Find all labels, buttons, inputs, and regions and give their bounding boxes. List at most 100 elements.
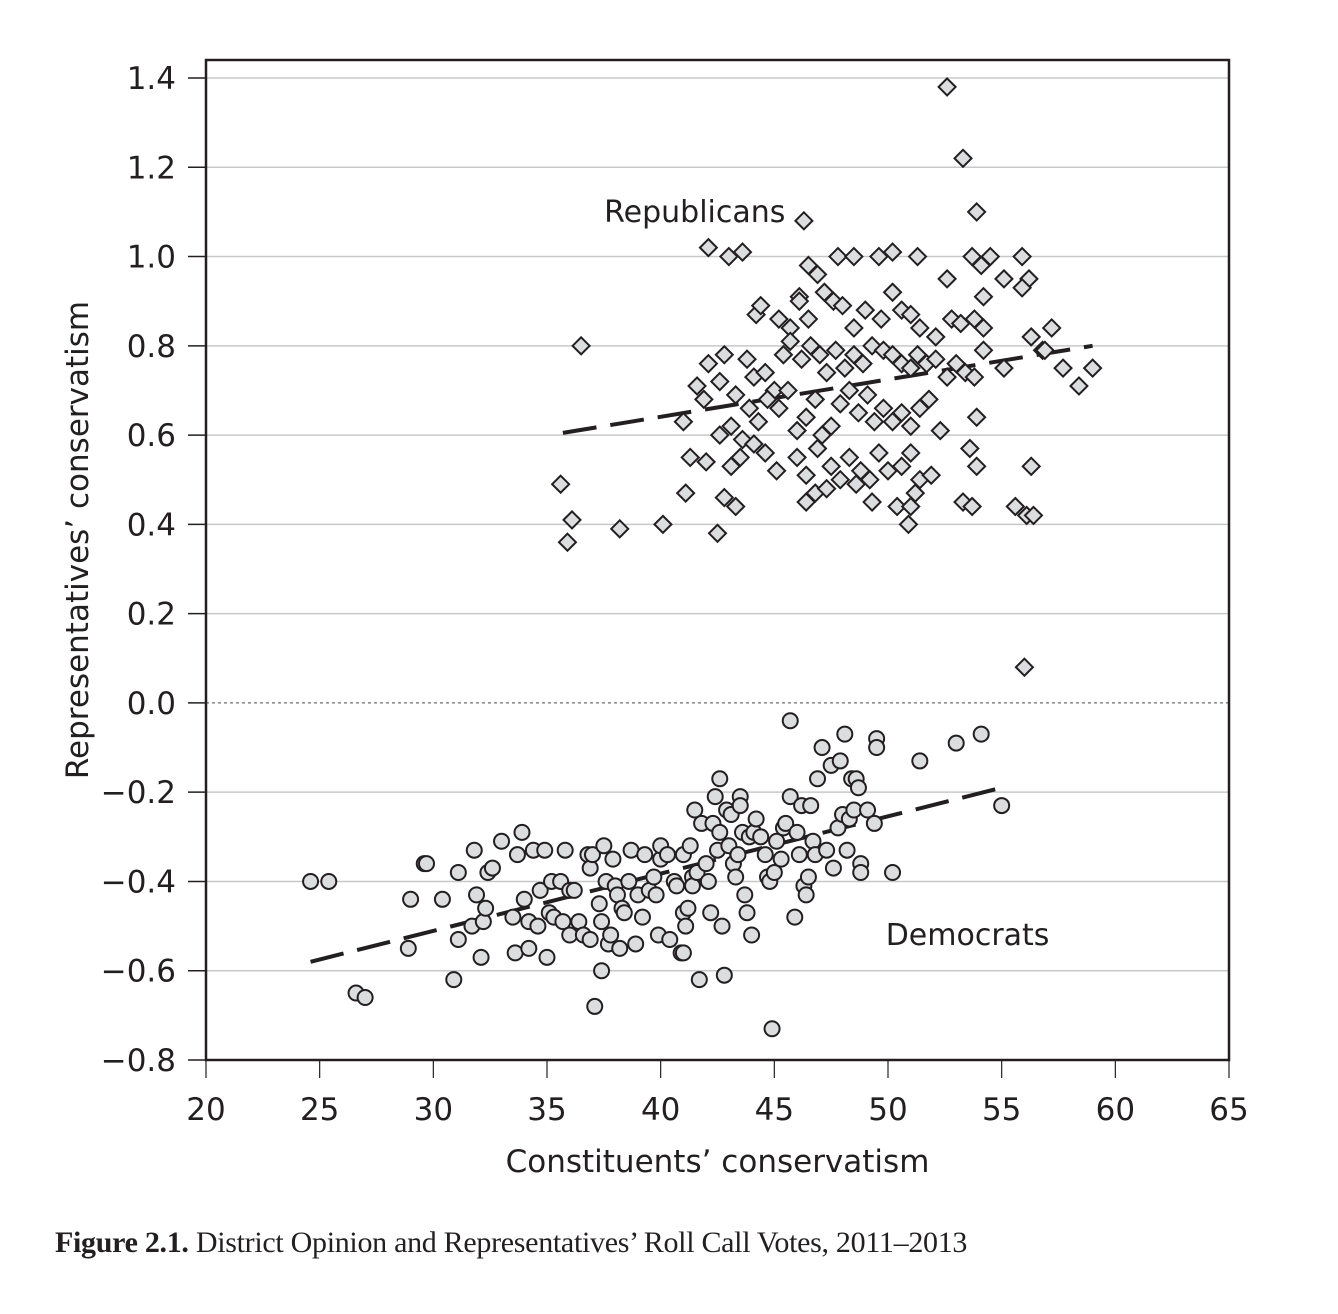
democrats-point	[765, 864, 783, 882]
republicans-point	[698, 353, 719, 374]
republicans-point	[562, 509, 582, 530]
republicans-point	[768, 398, 789, 419]
republicans-point	[830, 393, 851, 414]
democrats-point	[690, 971, 708, 989]
democrats-point	[465, 841, 483, 859]
democrats-point	[697, 855, 715, 873]
democrats-point	[556, 841, 574, 859]
figure-number: Figure 2.1.	[55, 1226, 189, 1259]
y-tick-label: −0.2	[101, 775, 176, 811]
democrats-point	[865, 814, 883, 832]
republicans-point	[807, 264, 828, 285]
republicans-point	[857, 385, 878, 405]
republicans-point	[891, 456, 912, 477]
republicans-point	[698, 237, 719, 258]
republicans-point	[953, 148, 973, 169]
democrats-point	[302, 872, 320, 890]
republicans-point	[773, 344, 794, 365]
republicans-point	[793, 210, 814, 231]
republicans-point	[1021, 326, 1042, 347]
republicans-point	[1034, 340, 1055, 361]
republicans-point	[714, 487, 735, 508]
republicans-point	[843, 246, 864, 267]
republicans-point	[1012, 277, 1033, 298]
republicans-point	[882, 282, 903, 303]
democrats-point	[677, 917, 695, 935]
democrats-point	[565, 881, 583, 899]
figure-caption: Figure 2.1. District Opinion and Represe…	[55, 1226, 967, 1260]
democrats-point	[536, 841, 554, 859]
republicans-point	[898, 514, 919, 535]
republicans-point	[787, 447, 807, 468]
democrats-point	[859, 801, 877, 819]
democrats-point	[972, 725, 990, 743]
republicans-point	[778, 380, 798, 401]
democrats-point	[399, 939, 417, 957]
republicans-point	[909, 318, 930, 338]
plot-frame	[204, 58, 1231, 1062]
republicans-point	[919, 389, 939, 410]
data-points	[302, 77, 1103, 1038]
republicans-point	[737, 349, 757, 370]
democrats-point	[356, 989, 374, 1007]
republicans-point	[750, 295, 771, 316]
republicans-point	[864, 411, 885, 432]
democrats-point	[636, 846, 654, 864]
democrats-point	[818, 841, 836, 859]
x-tick-label: 65	[1209, 1092, 1248, 1128]
republicans-point	[882, 242, 903, 262]
y-tick-label: −0.4	[101, 864, 176, 900]
republicans-point	[816, 478, 837, 499]
democrats-point	[686, 801, 704, 819]
republicans-point	[789, 291, 810, 312]
republicans-point	[687, 376, 707, 396]
democrats-point	[824, 859, 842, 877]
y-axis-label: Representatives’ conservatism	[60, 301, 96, 779]
democrats-point	[711, 823, 729, 841]
republicans-point	[937, 268, 958, 289]
republicans-point	[973, 286, 994, 307]
republicans-point	[937, 367, 958, 387]
republicans-point	[825, 340, 846, 361]
democrats-point	[813, 739, 831, 757]
republicans-point	[962, 496, 983, 517]
republicans-point	[816, 362, 837, 383]
republicans-point	[739, 398, 760, 419]
democrats-point	[747, 810, 765, 828]
democrats-point	[493, 832, 511, 850]
democrats-point	[699, 872, 717, 890]
democrats-point	[647, 886, 665, 904]
democrats-point	[868, 739, 886, 757]
democrats-point	[781, 712, 799, 730]
republicans-point	[571, 335, 592, 356]
democrats-point	[831, 752, 849, 770]
republicans-point	[839, 380, 860, 401]
republicans-point	[830, 469, 851, 490]
republicans-point	[609, 518, 630, 539]
republicans-point	[673, 411, 694, 432]
republicans-point	[853, 353, 873, 374]
democrats-point	[583, 846, 601, 864]
republicans-point	[966, 407, 987, 428]
republicans-point	[550, 474, 571, 495]
democrats-point	[661, 930, 679, 948]
republicans-point	[900, 443, 921, 463]
democrats-point	[668, 877, 686, 895]
republicans-point	[725, 496, 746, 517]
democrats-point	[849, 779, 867, 797]
republicans-point	[855, 300, 876, 321]
republicans-point	[796, 465, 817, 486]
republicans-point	[1082, 358, 1103, 379]
democrats-point	[756, 846, 774, 864]
republicans-point	[862, 492, 883, 512]
x-tick-label: 45	[755, 1092, 794, 1128]
republicans-point	[732, 242, 753, 262]
democrats-point	[418, 855, 436, 873]
x-tick-label: 40	[641, 1092, 680, 1128]
democrats-point	[781, 788, 799, 806]
democrats-point	[706, 788, 724, 806]
democrats-point	[513, 823, 531, 841]
x-tick-label: 50	[868, 1092, 907, 1128]
democrats-point	[681, 837, 699, 855]
